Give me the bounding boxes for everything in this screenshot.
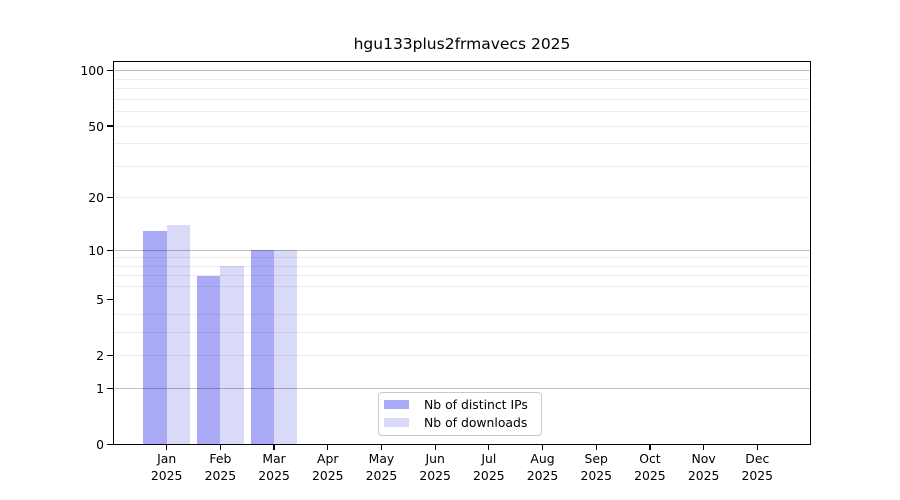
- gridline-major-1: [114, 387, 810, 389]
- y-tick-100: [106, 70, 113, 72]
- y-tick-1: [106, 387, 113, 389]
- bar-ips-mar: [250, 250, 275, 445]
- gridline-minor-20: [114, 197, 810, 199]
- year-label: 2025: [204, 467, 237, 483]
- y-tick-label-100: 100: [80, 63, 104, 79]
- month-label: Dec: [745, 451, 770, 466]
- x-tick-mar: [273, 444, 275, 450]
- month-label: Jul: [481, 451, 497, 466]
- gridline-minor-3: [114, 331, 810, 333]
- y-tick-label-0: 0: [96, 436, 104, 452]
- year-label: 2025: [419, 467, 451, 483]
- gridline-minor-6: [114, 286, 810, 288]
- x-tick-oct: [649, 444, 651, 450]
- gridline-minor-60: [114, 111, 810, 112]
- legend-item-distinct-ips: Nb of distinct IPs: [384, 398, 541, 411]
- y-tick-label-20: 20: [88, 190, 104, 206]
- x-tick-label-jul: Jul 2025: [457, 451, 521, 484]
- y-tick-label-10: 10: [88, 242, 104, 258]
- legend-label-distinct-ips: Nb of distinct IPs: [424, 397, 528, 412]
- x-tick-label-apr: Apr 2025: [296, 451, 360, 484]
- gridline-minor-4: [114, 313, 810, 315]
- month-label: Jun: [425, 451, 445, 466]
- y-tick-2: [106, 354, 113, 356]
- x-tick-label-jan: Jan 2025: [135, 451, 199, 484]
- y-tick-label-50: 50: [88, 118, 104, 134]
- legend-swatch-distinct-ips: [384, 399, 409, 410]
- gridline-minor-40: [114, 143, 810, 145]
- x-tick-aug: [541, 444, 544, 450]
- x-tick-label-feb: Feb 2025: [188, 451, 252, 484]
- month-label: Sep: [584, 451, 608, 466]
- x-tick-label-jun: Jun 2025: [403, 451, 467, 484]
- x-tick-jun: [434, 444, 436, 450]
- gridline-minor-90: [114, 78, 810, 80]
- year-label: 2025: [311, 467, 344, 483]
- gridline-minor-7: [114, 275, 810, 277]
- bar-ips-feb: [196, 275, 221, 445]
- x-tick-dec: [756, 444, 758, 450]
- gridline-major-100: [114, 70, 810, 72]
- x-tick-label-aug: Aug 2025: [511, 451, 575, 484]
- x-tick-apr: [327, 444, 329, 450]
- y-tick-50: [106, 125, 113, 127]
- year-label: 2025: [473, 467, 505, 483]
- chart-title: hgu133plus2frmavecs 2025: [353, 35, 571, 53]
- x-tick-jan: [166, 444, 168, 450]
- year-label: 2025: [365, 467, 398, 483]
- x-tick-feb: [219, 444, 222, 450]
- x-tick-nov: [702, 444, 705, 450]
- gridline-minor-80: [114, 88, 810, 90]
- year-label: 2025: [634, 467, 666, 483]
- month-label: Aug: [530, 451, 555, 466]
- month-label: Mar: [262, 451, 286, 466]
- legend-item-downloads: Nb of downloads: [384, 416, 541, 429]
- gridline-minor-8: [114, 265, 810, 267]
- gridline-minor-70: [114, 98, 810, 100]
- bar-downloads-mar: [274, 250, 298, 445]
- legend-swatch-downloads: [384, 417, 409, 428]
- year-label: 2025: [526, 467, 559, 483]
- gridline-major-10: [114, 249, 810, 251]
- year-label: 2025: [687, 467, 720, 483]
- month-label: May: [368, 451, 395, 466]
- y-tick-20: [106, 197, 113, 199]
- x-tick-label-dec: Dec 2025: [725, 451, 789, 484]
- bar-downloads-feb: [220, 266, 244, 445]
- legend-label-downloads: Nb of downloads: [424, 415, 528, 430]
- y-tick-label-1: 1: [96, 380, 104, 396]
- x-tick-jul: [488, 444, 490, 450]
- x-tick-label-sep: Sep 2025: [564, 451, 628, 484]
- y-tick-0: [106, 443, 113, 445]
- x-tick-label-mar: Mar 2025: [242, 451, 306, 484]
- y-tick-10: [106, 249, 113, 251]
- month-label: Feb: [209, 451, 232, 466]
- year-label: 2025: [741, 467, 774, 483]
- x-tick-may: [380, 444, 383, 450]
- legend: Nb of distinct IPs Nb of downloads: [378, 391, 542, 436]
- bar-downloads-jan: [166, 225, 191, 445]
- x-tick-label-oct: Oct 2025: [618, 451, 682, 484]
- year-label: 2025: [150, 467, 183, 483]
- x-tick-sep: [595, 444, 597, 450]
- y-tick-label-5: 5: [96, 291, 104, 307]
- month-label: Apr: [317, 451, 339, 466]
- year-label: 2025: [258, 467, 290, 483]
- year-label: 2025: [580, 467, 612, 483]
- month-label: Oct: [639, 451, 661, 466]
- x-tick-label-nov: Nov 2025: [672, 451, 736, 484]
- x-tick-label-may: May 2025: [349, 451, 413, 484]
- y-tick-5: [106, 298, 113, 300]
- month-label: Nov: [691, 451, 716, 466]
- bar-ips-jan: [143, 230, 167, 445]
- gridline-minor-50: [114, 125, 810, 127]
- gridline-minor-9: [114, 257, 810, 259]
- y-tick-label-2: 2: [96, 347, 104, 363]
- gridline-minor-2: [114, 354, 810, 356]
- month-label: Jan: [157, 451, 177, 466]
- gridline-minor-30: [114, 165, 810, 167]
